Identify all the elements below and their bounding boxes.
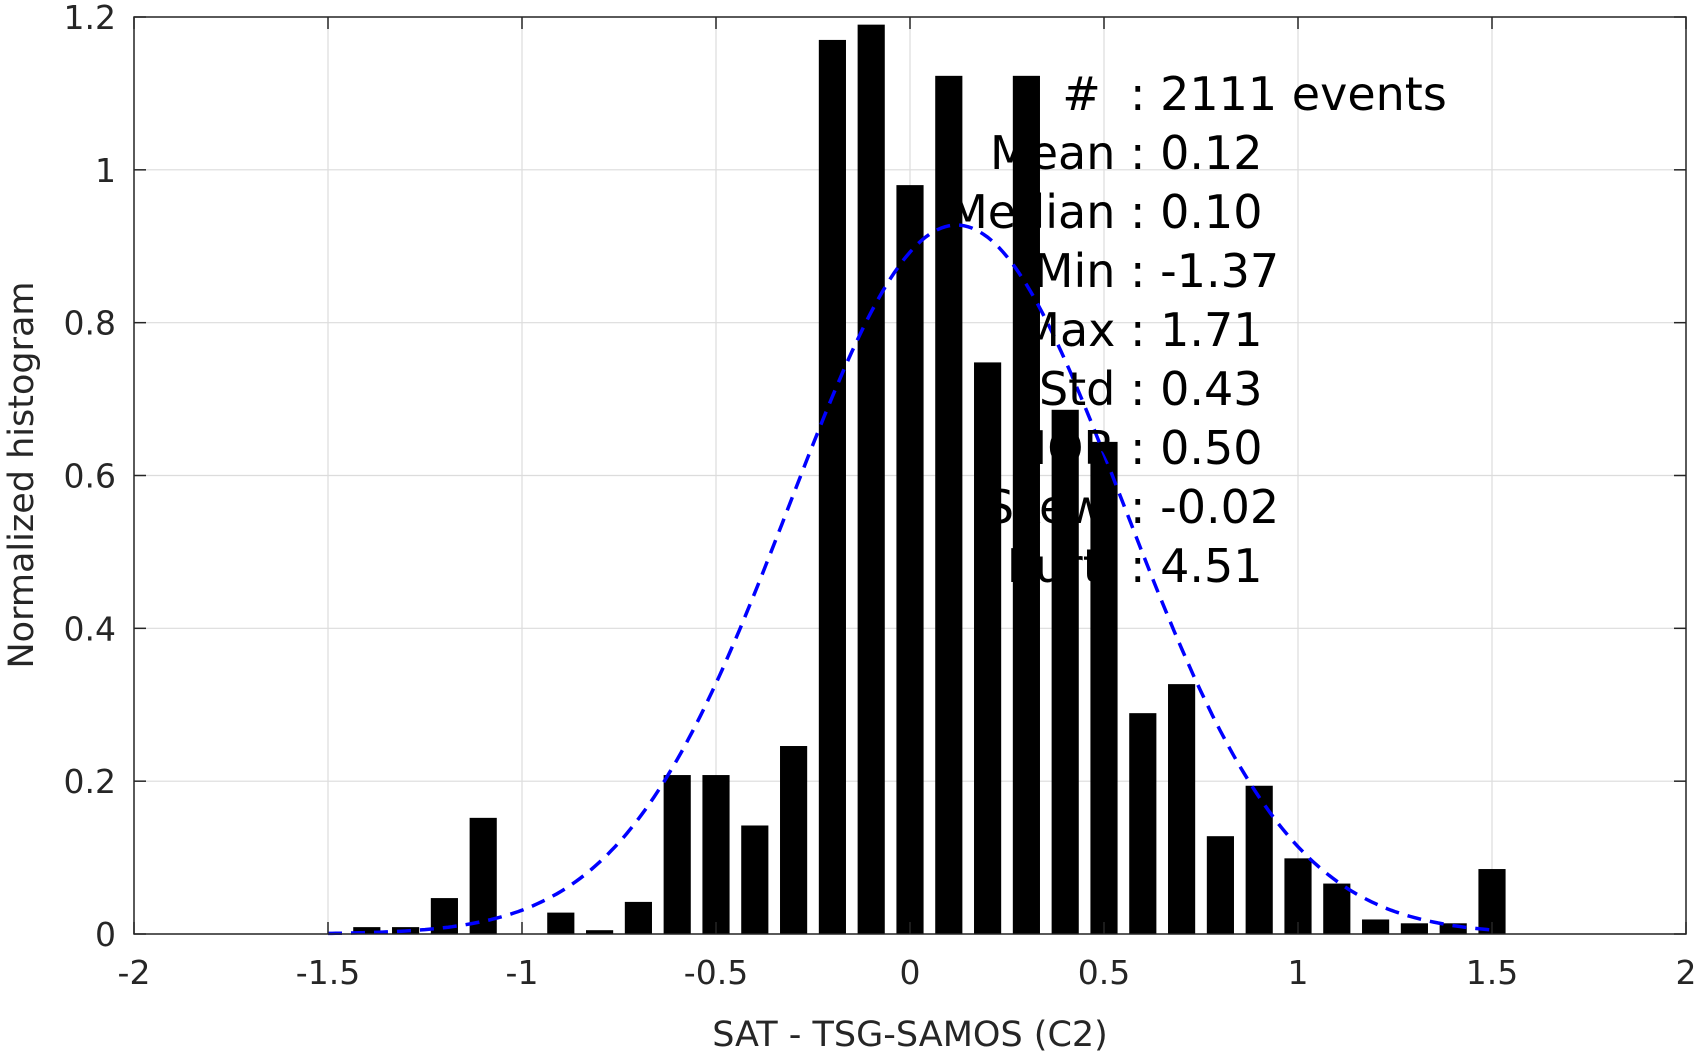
- histogram-bar: [1400, 923, 1428, 934]
- stat-label: Max: [1020, 303, 1130, 357]
- stat-value: : 0.43: [1130, 362, 1263, 416]
- x-tick-label: 0: [900, 953, 921, 992]
- x-tick-label: 2: [1676, 953, 1697, 992]
- x-tick-label: 1.5: [1466, 953, 1518, 992]
- y-tick-label: 0.6: [64, 457, 116, 496]
- histogram-bar: [780, 746, 808, 934]
- y-tick-label: 1.2: [64, 0, 116, 37]
- y-tick-label: 0.2: [64, 762, 116, 801]
- histogram-bar: [1284, 858, 1312, 934]
- stat-label: Skew.: [985, 480, 1130, 534]
- histogram-bar: [353, 927, 381, 934]
- histogram-bar: [1129, 713, 1157, 934]
- histogram-bar: [818, 39, 846, 935]
- histogram-bar: [1012, 75, 1040, 935]
- stat-value: : -0.02: [1130, 480, 1279, 534]
- histogram-bar: [935, 75, 963, 935]
- y-tick-label: 0.8: [64, 304, 116, 343]
- axis-ticks: -2 -1.5 -1 -0.5 0 0.5 1 1.5 2 0 0.2 0.4 0.6 0.8 1 1.2: [64, 0, 1697, 992]
- x-tick-label: -0.5: [684, 953, 748, 992]
- histogram-bar: [1206, 836, 1234, 934]
- histogram-bar: [586, 930, 614, 934]
- y-tick-label: 0: [95, 915, 116, 954]
- stat-value: : 0.10: [1130, 185, 1263, 239]
- x-tick-label: 0.5: [1078, 953, 1130, 992]
- stat-value: : 1.71: [1130, 303, 1263, 357]
- stat-label: Kurt.: [1007, 539, 1130, 593]
- x-axis-label: SAT - TSG-SAMOS (C2): [712, 1015, 1108, 1053]
- stat-label: Std: [1039, 362, 1130, 416]
- stat-label: Min: [1034, 244, 1130, 298]
- histogram-bar: [469, 817, 497, 934]
- stat-label: Mean: [990, 126, 1130, 180]
- histogram-bar: [624, 901, 652, 934]
- normal-fit-curve: [328, 223, 1493, 936]
- histogram-bars: [353, 24, 1506, 935]
- histogram-bar: [857, 24, 885, 935]
- stat-value: : 0.12: [1130, 126, 1263, 180]
- y-axis-label: Normalized histogram: [2, 281, 42, 668]
- histogram-bar: [896, 185, 924, 934]
- stat-value: : 0.50: [1130, 421, 1263, 475]
- stat-label: Median: [948, 185, 1130, 239]
- histogram-bar: [1323, 883, 1351, 934]
- stat-label: IQR: [1034, 421, 1130, 475]
- histogram-bar: [741, 825, 769, 934]
- stat-value: : 4.51: [1130, 539, 1263, 593]
- histogram-bar: [1439, 923, 1467, 934]
- y-tick-label: 1: [95, 151, 116, 190]
- histogram-bar: [663, 775, 691, 934]
- x-tick-label: 1: [1288, 953, 1309, 992]
- histogram-bar: [1051, 409, 1079, 934]
- histogram-bar: [702, 775, 730, 934]
- y-tick-label: 0.4: [64, 609, 116, 648]
- x-tick-label: -2: [118, 953, 151, 992]
- stat-value: : -1.37: [1130, 244, 1279, 298]
- histogram-bar: [1362, 919, 1390, 934]
- x-tick-label: -1.5: [296, 953, 360, 992]
- stat-label: #: [1062, 67, 1130, 121]
- histogram-bar: [1090, 441, 1118, 934]
- histogram-bar: [1168, 684, 1196, 934]
- histogram-bar: [974, 362, 1002, 934]
- histogram-bar: [547, 912, 575, 934]
- x-tick-label: -1: [506, 953, 539, 992]
- stat-value: : 2111 events: [1130, 67, 1447, 121]
